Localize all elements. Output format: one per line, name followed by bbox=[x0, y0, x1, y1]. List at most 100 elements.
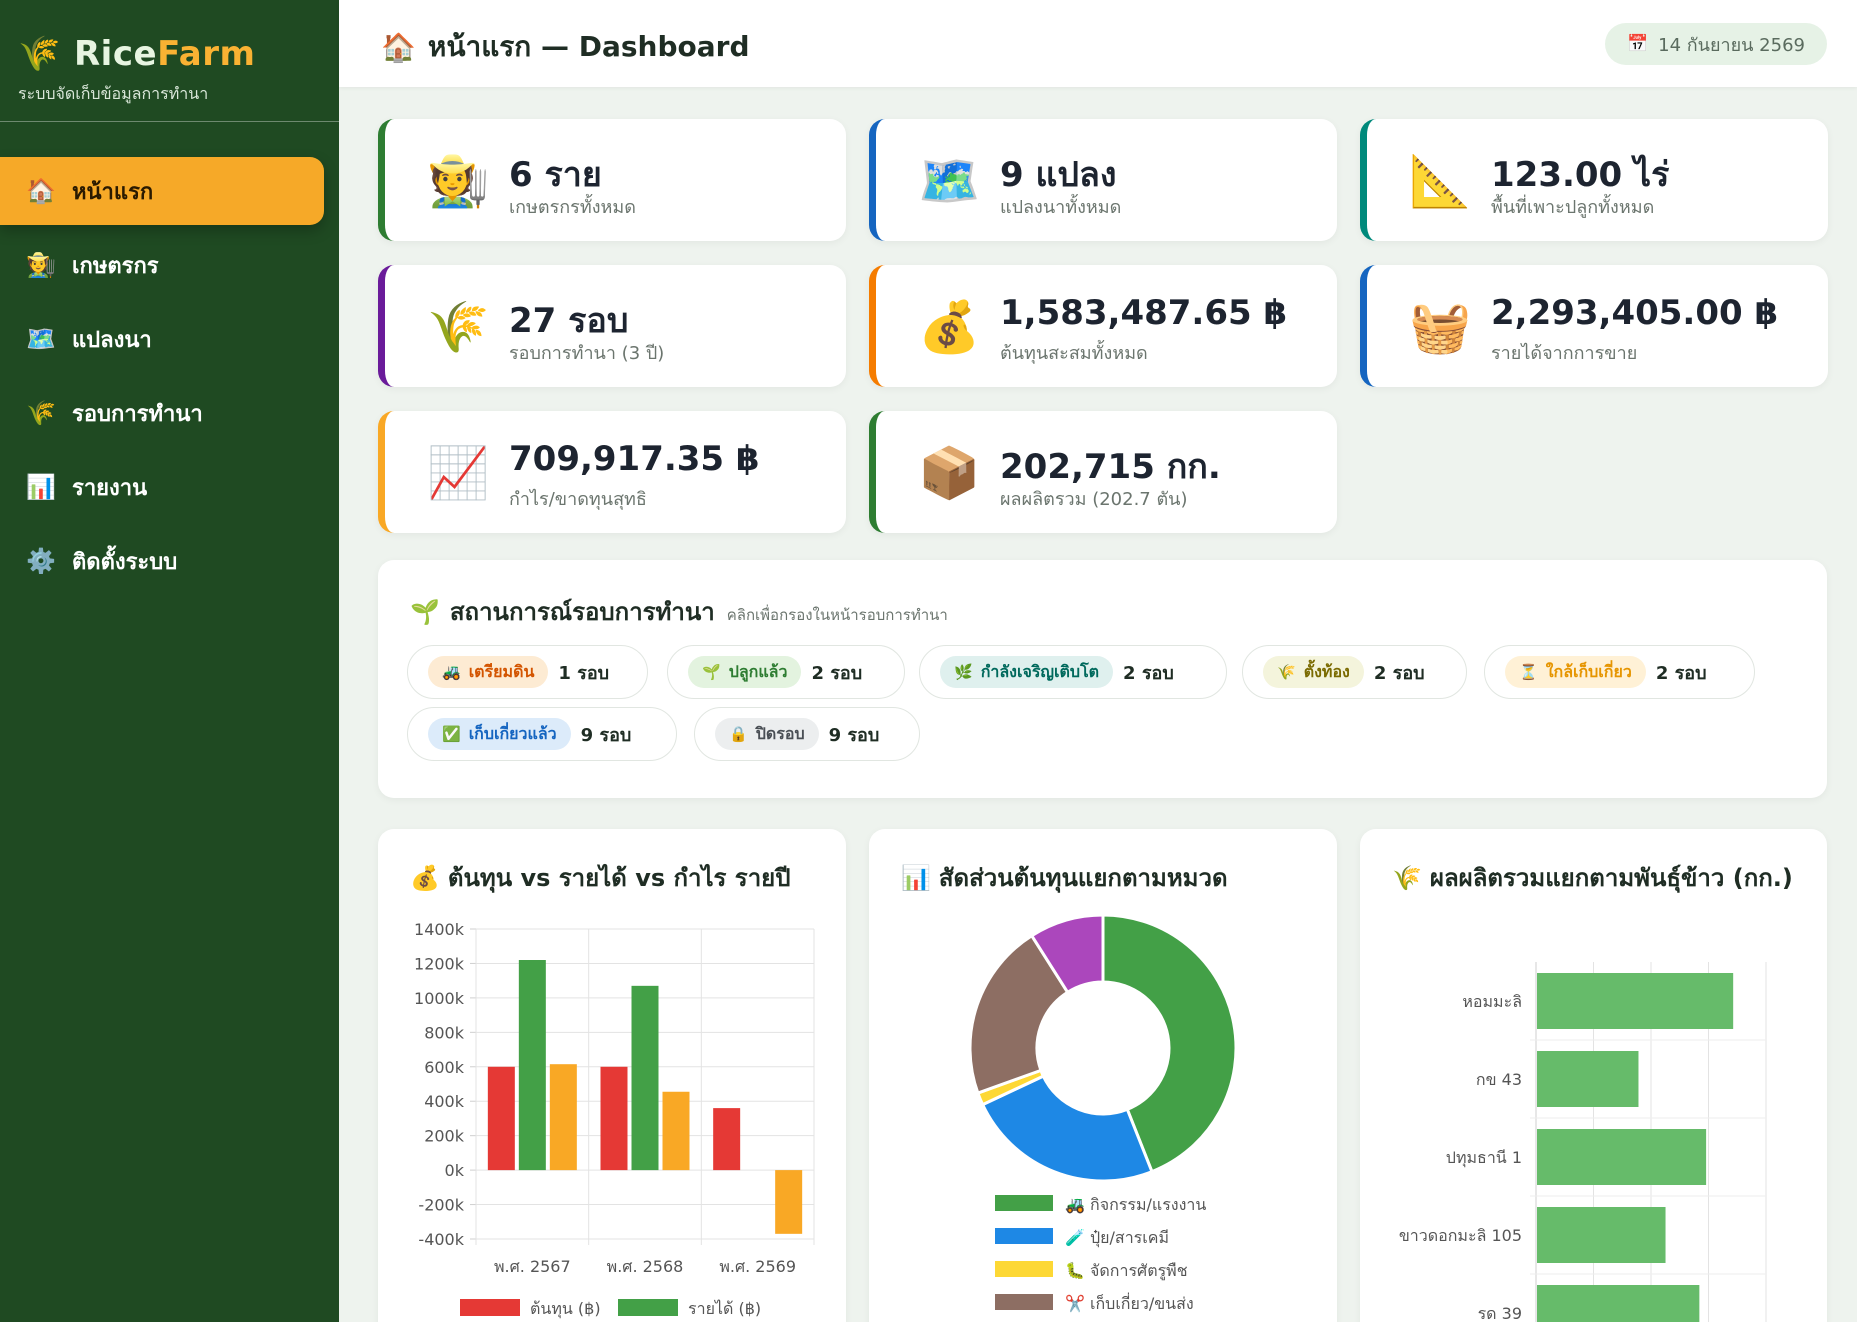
y-tick-label: 1400k bbox=[414, 920, 465, 939]
page-title-text: หน้าแรก — Dashboard bbox=[427, 30, 750, 63]
pie-slice bbox=[1029, 913, 1105, 995]
legend-swatch bbox=[995, 1261, 1053, 1277]
y-tick-label: 1200k bbox=[414, 954, 465, 973]
status-badge-label: ตั้งท้อง bbox=[1303, 661, 1350, 681]
brand: 🌾 RiceFarm ระบบจัดเก็บข้อมูลการทำนา bbox=[0, 0, 339, 122]
cost-revenue-chart: 1400k 1200k 1000k 800k 600k 400k 200k 0k -200k -4… bbox=[414, 920, 815, 1319]
y-tick-label: ขาวดอกมะลิ 105 bbox=[1399, 1226, 1522, 1245]
bar bbox=[1537, 1051, 1639, 1107]
legend-label: 🚜 กิจกรรม/แรงงาน bbox=[1065, 1195, 1206, 1214]
cost-revenue-chart-card: 💰 ต้นทุน vs รายได้ vs กำไร รายปี 1400k 120… bbox=[378, 829, 846, 1322]
status-badge: 🌾 ตั้งท้อง bbox=[1263, 656, 1364, 688]
brand-name: RiceFarm bbox=[74, 34, 256, 74]
stat-value: 1,583,487.65 ฿ bbox=[1000, 293, 1288, 333]
stat-label: ผลผลิตรวม (202.7 ตัน) bbox=[1000, 489, 1188, 510]
status-badge: 🚜 เตรียมดิน bbox=[428, 656, 549, 688]
y-tick-label: 600k bbox=[424, 1058, 465, 1077]
y-tick-label: หอมมะลิ bbox=[1462, 992, 1522, 1011]
bar bbox=[1537, 1129, 1707, 1185]
stat-card-cycles: 🌾 27 รอบ รอบการทำนา (3 ปี) bbox=[378, 265, 846, 387]
sidebar-item-label: รายงาน bbox=[72, 475, 148, 501]
status-panel-header: 🌱 สถานการณ์รอบการทำนา คลิกเพื่อกรองในหน้… bbox=[410, 592, 948, 631]
rice-stalk-icon: 🌾 bbox=[1277, 663, 1296, 681]
legend-swatch bbox=[995, 1294, 1053, 1310]
y-tick-label: กข 43 bbox=[1476, 1070, 1522, 1089]
bar bbox=[631, 985, 659, 1171]
bar-chart-icon: 📊 bbox=[901, 864, 931, 892]
money-bag-icon: 💰 bbox=[410, 864, 440, 892]
y-tick-label: รด 39 bbox=[1478, 1304, 1522, 1322]
stat-label: ต้นทุนสะสมทั้งหมด bbox=[1000, 343, 1148, 364]
status-badge: ✅ เก็บเกี่ยวแล้ว bbox=[428, 718, 571, 750]
y-tick-label: 800k bbox=[424, 1023, 465, 1042]
check-icon: ✅ bbox=[442, 725, 461, 743]
sidebar-item-crop-cycles[interactable]: 🌾 รอบการทำนา bbox=[0, 379, 324, 447]
sidebar-item-plots[interactable]: 🗺️ แปลงนา bbox=[0, 305, 324, 373]
ruler-icon: 📐 bbox=[1409, 152, 1472, 210]
sidebar-item-home[interactable]: 🏠 หน้าแรก bbox=[0, 157, 324, 225]
current-date: 14 กันยายน 2569 bbox=[1658, 34, 1805, 56]
legend-swatch bbox=[995, 1195, 1053, 1211]
status-panel-title: สถานการณ์รอบการทำนา bbox=[449, 598, 715, 626]
cost-share-chart-card: 📊 สัดส่วนต้นทุนแยกตามหมวด 🚜 กิจกรรม/แรงงา… bbox=[869, 829, 1337, 1322]
lock-icon: 🔒 bbox=[729, 725, 748, 743]
home-icon: 🏠 bbox=[26, 177, 56, 205]
status-badge: 🔒 ปิดรอบ bbox=[715, 718, 819, 750]
status-filter-prepare-soil[interactable]: 🚜 เตรียมดิน 1 รอบ bbox=[407, 645, 648, 699]
stat-label: รายได้จากการขาย bbox=[1491, 343, 1638, 364]
legend-swatch bbox=[995, 1228, 1053, 1244]
status-filter-growing[interactable]: 🌿 กำลังเจริญเติบโต 2 รอบ bbox=[919, 645, 1227, 699]
yield-by-variety-chart: หอมมะลิกข 43 ปทุมธานี 1 ขาวดอกมะลิ 105 รด 3… bbox=[1399, 962, 1767, 1322]
cost-share-chart-title: 📊 สัดส่วนต้นทุนแยกตามหมวด bbox=[901, 864, 1228, 892]
stat-value: 2,293,405.00 ฿ bbox=[1491, 293, 1779, 333]
status-badge: 🌿 กำลังเจริญเติบโต bbox=[940, 656, 1114, 688]
status-filter-closed[interactable]: 🔒 ปิดรอบ 9 รอบ bbox=[694, 707, 920, 761]
status-badge: ⏳ ใกล้เก็บเกี่ยว bbox=[1505, 656, 1646, 688]
stat-value: 6 ราย bbox=[509, 155, 602, 195]
legend-label: ✂️ เก็บเกี่ยว/ขนส่ง bbox=[1065, 1292, 1194, 1313]
bar bbox=[713, 1108, 741, 1171]
status-badge-label: ใกล้เก็บเกี่ยว bbox=[1545, 661, 1632, 681]
status-badge-label: ปิดรอบ bbox=[755, 723, 805, 743]
legend-swatch bbox=[460, 1299, 520, 1316]
bar bbox=[1537, 1207, 1666, 1263]
y-tick-label: 1000k bbox=[414, 989, 465, 1008]
sidebar-item-label: แปลงนา bbox=[72, 327, 152, 353]
bar bbox=[662, 1091, 690, 1171]
status-filter-planted[interactable]: 🌱 ปลูกแล้ว 2 รอบ bbox=[667, 645, 905, 699]
status-count: 2 รอบ bbox=[1123, 662, 1174, 684]
status-filter-near-harvest[interactable]: ⏳ ใกล้เก็บเกี่ยว 2 รอบ bbox=[1484, 645, 1755, 699]
stat-card-farmers: 🧑‍🌾 6 ราย เกษตรกรทั้งหมด bbox=[378, 119, 846, 241]
status-badge: 🌱 ปลูกแล้ว bbox=[688, 656, 802, 688]
stat-value: 9 แปลง bbox=[1000, 155, 1117, 195]
legend-label: ต้นทุน (฿) bbox=[530, 1299, 601, 1319]
sidebar-item-label: ติดตั้งระบบ bbox=[72, 549, 178, 575]
basket-icon: 🧺 bbox=[1409, 298, 1472, 356]
status-filter-booting[interactable]: 🌾 ตั้งท้อง 2 รอบ bbox=[1242, 645, 1467, 699]
stat-value: 709,917.35 ฿ bbox=[509, 439, 760, 479]
sidebar-item-label: รอบการทำนา bbox=[72, 401, 203, 427]
package-icon: 📦 bbox=[918, 444, 981, 502]
sidebar-item-farmers[interactable]: 🧑‍🌾 เกษตรกร bbox=[0, 231, 324, 299]
legend-label: 🐛 จัดการศัตรูพืช bbox=[1065, 1261, 1188, 1281]
bar bbox=[1537, 973, 1734, 1029]
pie-slice bbox=[968, 933, 1070, 1095]
stat-label: แปลงนาทั้งหมด bbox=[1000, 197, 1122, 218]
bar bbox=[775, 1170, 803, 1234]
stat-label: เกษตรกรทั้งหมด bbox=[509, 197, 636, 218]
stat-card-area: 📐 123.00 ไร่ พื้นที่เพาะปลูกทั้งหมด bbox=[1360, 119, 1828, 241]
rice-stalk-icon: 🌾 bbox=[26, 399, 56, 427]
top-header: 🏠 หน้าแรก — Dashboard 📅 14 กันยายน 2569 bbox=[339, 0, 1857, 87]
sidebar-item-settings[interactable]: ⚙️ ติดตั้งระบบ bbox=[0, 527, 324, 595]
stat-label: พื้นที่เพาะปลูกทั้งหมด bbox=[1491, 197, 1655, 218]
status-filter-harvested[interactable]: ✅ เก็บเกี่ยวแล้ว 9 รอบ bbox=[407, 707, 677, 761]
sidebar-item-reports[interactable]: 📊 รายงาน bbox=[0, 453, 324, 521]
cost-share-chart: 🚜 กิจกรรม/แรงงาน 🧪 ปุ๋ย/สารเคมี 🐛 จัดการศั… bbox=[968, 913, 1238, 1313]
stat-label: รอบการทำนา (3 ปี) bbox=[509, 343, 665, 364]
seedling-icon: 🌱 bbox=[702, 663, 721, 681]
pie-slice bbox=[1101, 913, 1238, 1174]
stat-value: 202,715 กก. bbox=[1000, 447, 1221, 487]
home-icon: 🏠 bbox=[381, 30, 416, 64]
tractor-icon: 🚜 bbox=[442, 663, 461, 681]
status-count: 2 รอบ bbox=[1373, 662, 1425, 684]
